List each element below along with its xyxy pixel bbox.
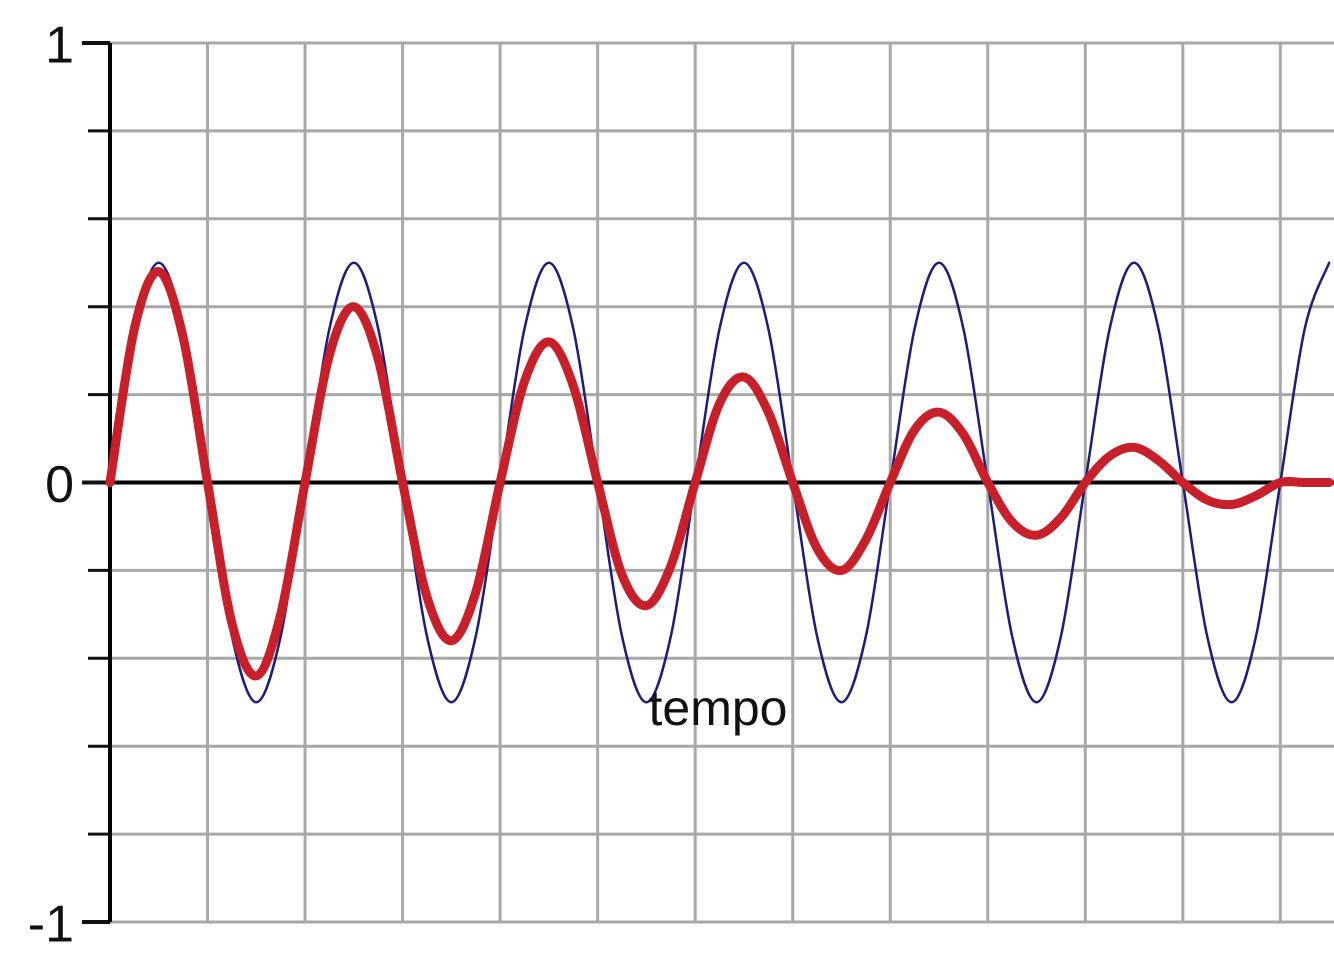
y-tick-label: 0 (45, 456, 74, 514)
y-tick-label: -1 (28, 896, 74, 954)
x-axis-label: tempo (649, 680, 788, 736)
series-line (105, 267, 1334, 681)
y-tick-label: 1 (45, 17, 74, 75)
